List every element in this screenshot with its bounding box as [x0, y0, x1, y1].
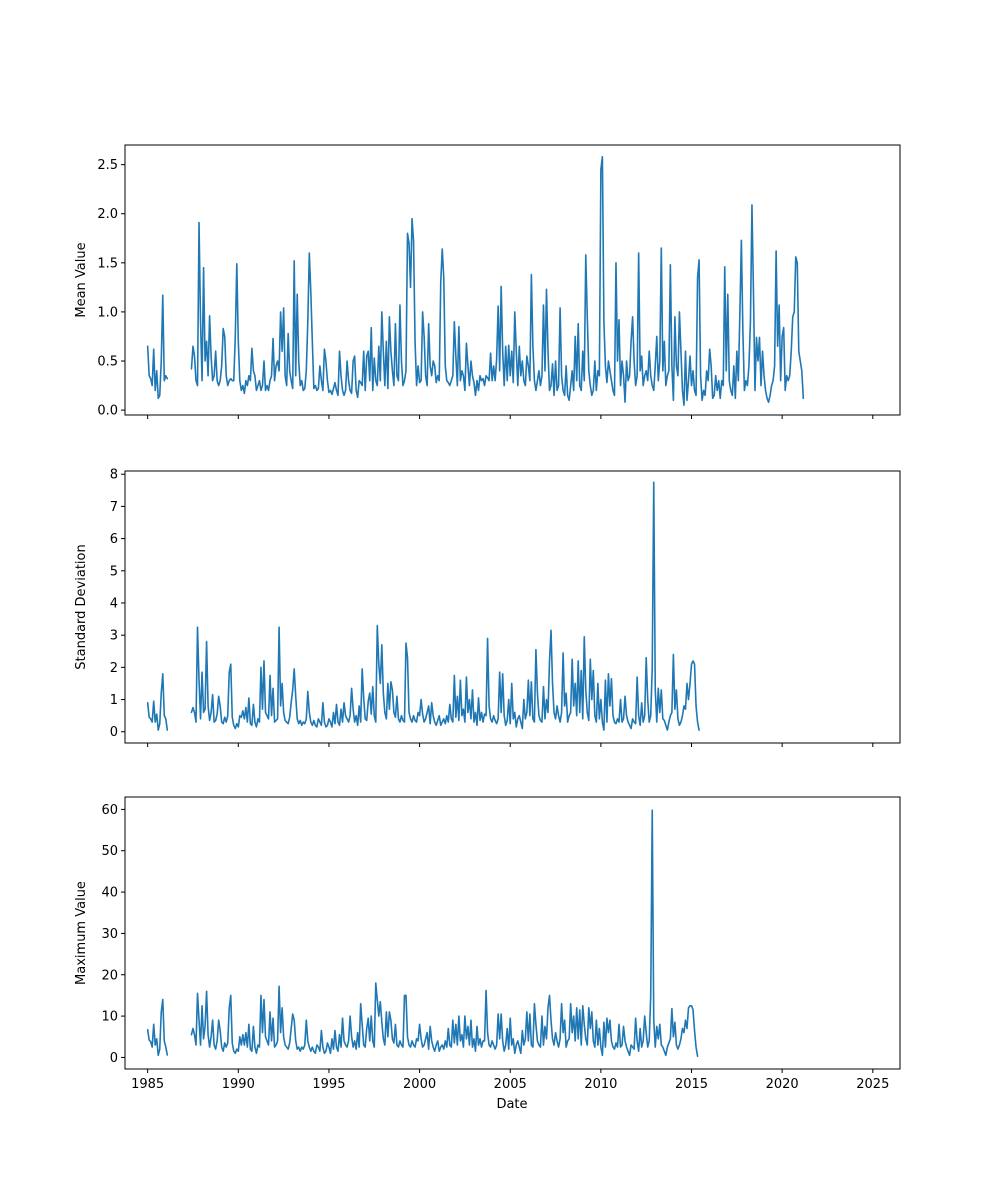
y-tick-label: 30	[101, 927, 118, 942]
x-tick-label: 1985	[131, 1077, 164, 1092]
y-tick-label: 0.0	[97, 404, 118, 419]
y-tick-label: 20	[101, 968, 118, 983]
y-tick-label: 3	[110, 629, 118, 644]
x-tick-label: 2010	[584, 1077, 617, 1092]
x-tick-label: 1995	[312, 1077, 345, 1092]
x-tick-label: 2000	[403, 1077, 436, 1092]
y-tick-label: 50	[101, 844, 118, 859]
y-tick-label: 60	[101, 803, 118, 818]
y-tick-label: 7	[110, 500, 118, 515]
x-tick-label: 2015	[675, 1077, 708, 1092]
subplot-3: 0 10 20 30 40 50 60 1985 1990 1995 2000 2005 2010 201…	[74, 796, 901, 1092]
series-line-segment	[190, 155, 805, 406]
series-line-segment	[146, 998, 169, 1057]
x-tick-label: 1990	[222, 1077, 255, 1092]
y-tick-label: 0	[110, 1051, 118, 1066]
y-tick-label: 10	[101, 1010, 118, 1025]
axes-frame	[124, 470, 901, 744]
series-line-segment	[190, 481, 700, 731]
y-axis-label: Standard Deviation	[74, 544, 89, 669]
series-line-segment	[190, 809, 699, 1057]
y-axis-label: Mean Value	[74, 242, 89, 317]
series-line-segment	[146, 294, 169, 400]
y-tick-label: 1.5	[97, 256, 118, 271]
y-tick-label: 2.0	[97, 207, 118, 222]
y-tick-label: 1.0	[97, 305, 118, 320]
y-tick-label: 5	[110, 564, 118, 579]
x-tick-label: 2005	[494, 1077, 527, 1092]
subplot-1: 0.0 0.5 1.0 1.5 2.0 2.5 Mean Value	[74, 144, 901, 419]
x-tick-label: 2020	[766, 1077, 799, 1092]
x-axis-label: Date	[496, 1097, 527, 1112]
x-tick-label: 2025	[856, 1077, 889, 1092]
y-tick-label: 4	[110, 596, 118, 611]
y-tick-label: 2.5	[97, 158, 118, 173]
y-tick-label: 0.5	[97, 355, 118, 370]
series-line-segment	[146, 672, 169, 731]
subplot-2: 0 1 2 3 4 5 6 7 8 Standard Deviation	[74, 468, 901, 747]
y-tick-label: 2	[110, 661, 118, 676]
axes-frame	[124, 144, 901, 416]
y-tick-label: 1	[110, 693, 118, 708]
y-axis-label: Maximum Value	[74, 881, 89, 985]
y-tick-label: 40	[101, 886, 118, 901]
y-tick-label: 8	[110, 468, 118, 483]
y-tick-label: 0	[110, 725, 118, 740]
y-tick-label: 6	[110, 532, 118, 547]
subplots: 0.0 0.5 1.0 1.5 2.0 2.5 Mean Value 0 1 2 3 4 5 6 7 8 Sta…	[74, 144, 901, 1092]
